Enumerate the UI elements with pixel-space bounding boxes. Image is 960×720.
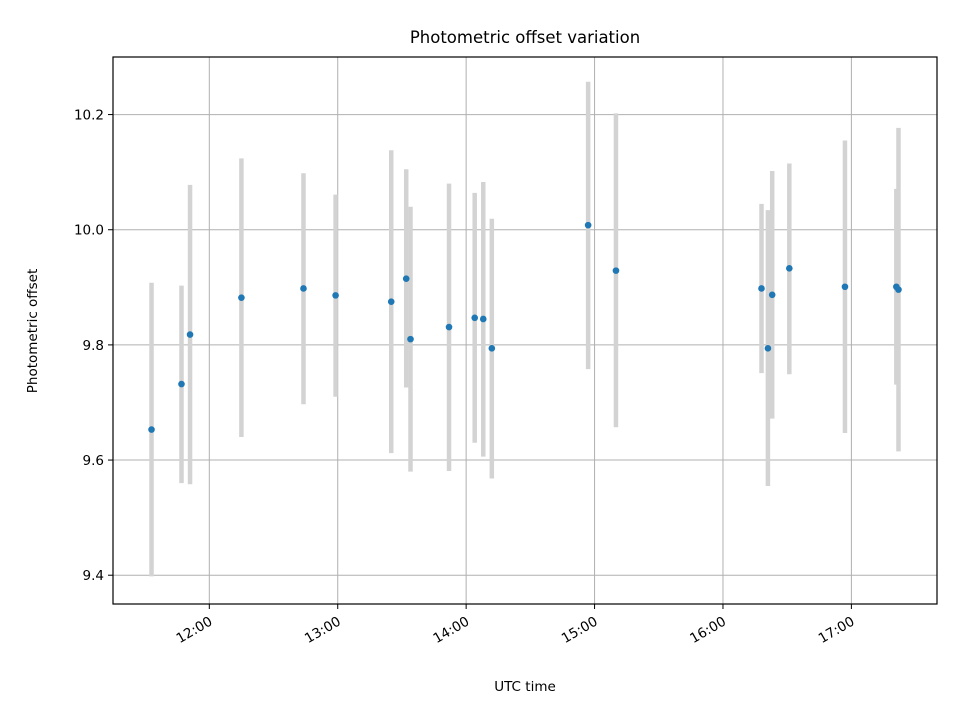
- data-point: [178, 380, 185, 388]
- data-point: [407, 335, 414, 343]
- data-point: [445, 323, 453, 331]
- data-point: [764, 345, 772, 352]
- chart-title: Photometric offset variation: [410, 28, 640, 47]
- data-point: [768, 291, 776, 299]
- plot-area-frame: [112, 56, 938, 605]
- data-point: [186, 331, 194, 338]
- data-point: [332, 292, 339, 299]
- y-tick-label: 9.4: [83, 568, 104, 584]
- y-tick-label: 9.6: [83, 453, 104, 469]
- data-point: [895, 286, 902, 293]
- y-tick-label: 10.0: [74, 223, 104, 239]
- grid: [113, 57, 937, 604]
- y-tick-label: 9.8: [83, 338, 104, 354]
- data-point: [841, 283, 849, 291]
- data-point: [238, 294, 245, 301]
- data-point: [402, 275, 410, 282]
- data-point: [387, 298, 395, 306]
- y-axis-ticks: 9.4 9.6 9.8 10.0 10.2: [74, 108, 113, 584]
- data-point: [758, 285, 765, 292]
- data-point: [471, 314, 479, 322]
- y-axis-label: Photometric offset: [25, 269, 41, 393]
- data-point: [300, 285, 307, 292]
- data-point: [612, 267, 620, 274]
- x-axis-label: UTC time: [494, 679, 556, 695]
- y-tick-label: 10.2: [74, 108, 104, 124]
- data-point: [479, 315, 487, 323]
- data-point: [148, 426, 155, 433]
- data-point: [488, 345, 496, 352]
- data-points: [148, 221, 902, 433]
- data-point: [584, 221, 592, 229]
- data-point: [786, 265, 793, 272]
